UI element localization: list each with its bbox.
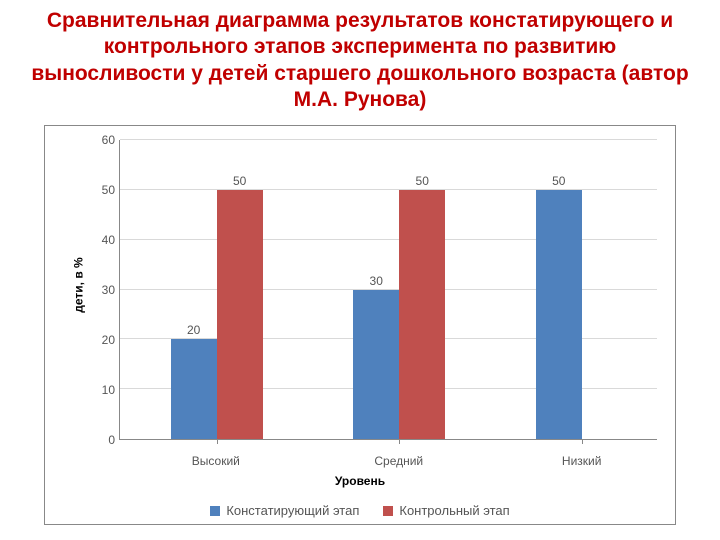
legend-label: Констатирующий этап [226,503,359,518]
bar-value-label: 50 [552,174,565,188]
bar: 30 [353,290,399,440]
bar-group: 3050 [353,140,445,439]
plot-area: 2050305050 [119,140,657,440]
y-axis: 0102030405060 [89,140,119,440]
y-tick-label: 40 [102,233,115,247]
chart-container: дети, в % 0102030405060 2050305050 Высок… [44,125,676,525]
y-tick-label: 30 [102,283,115,297]
x-tick-label: Низкий [562,454,602,468]
legend-label: Контрольный этап [399,503,509,518]
y-tick-label: 50 [102,183,115,197]
legend: Констатирующий этап Контрольный этап [45,503,675,518]
y-axis-label: дети, в % [72,257,86,312]
x-axis-label: Уровень [45,474,675,488]
bar-value-label: 30 [370,274,383,288]
x-tick-label: Средний [374,454,423,468]
y-tick-label: 0 [108,433,115,447]
bar: 50 [399,190,445,439]
bar-group: 2050 [171,140,263,439]
x-tick-mark [217,439,218,444]
legend-swatch [210,506,220,516]
legend-item: Констатирующий этап [210,503,359,518]
y-tick-label: 10 [102,383,115,397]
chart-title: Сравнительная диаграмма результатов конс… [0,0,720,119]
bar: 20 [171,339,217,439]
x-tick-label: Высокий [192,454,240,468]
x-tick-mark [399,439,400,444]
bar: 50 [217,190,263,439]
bar-group: 50 [536,140,628,439]
legend-swatch [383,506,393,516]
x-tick-mark [582,439,583,444]
legend-item: Контрольный этап [383,503,509,518]
bar-value-label: 20 [187,323,200,337]
y-tick-label: 60 [102,133,115,147]
x-axis-labels: Высокий Средний Низкий [119,454,657,472]
bar-value-label: 50 [233,174,246,188]
bar: 50 [536,190,582,439]
bar-value-label: 50 [416,174,429,188]
y-tick-label: 20 [102,333,115,347]
plot-area-wrap: 0102030405060 2050305050 [89,140,657,440]
